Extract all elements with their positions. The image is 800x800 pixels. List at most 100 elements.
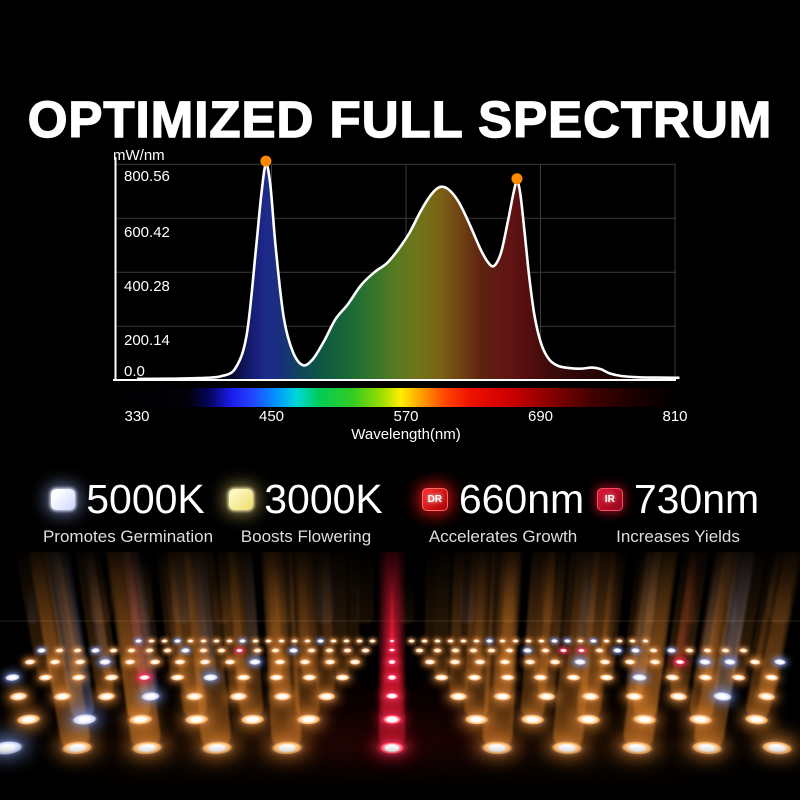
light-beam	[727, 552, 736, 624]
led-dot	[563, 639, 572, 643]
led-dot	[126, 647, 136, 653]
light-beam	[28, 582, 37, 624]
led-dot	[720, 647, 730, 653]
led-dot	[485, 639, 494, 643]
led-dot	[630, 647, 640, 653]
feature-3000k-label: Boosts Flowering	[240, 527, 372, 546]
led-dot	[433, 673, 450, 681]
feature-3000k: 3000K Boosts Flowering	[191, 478, 421, 547]
y-tick-200: 200.14	[124, 332, 170, 349]
led-dot	[448, 691, 468, 701]
led-dot	[235, 673, 252, 681]
led-dot	[316, 639, 325, 643]
led-dot	[234, 647, 244, 653]
led-dot	[473, 659, 486, 665]
led-dot	[540, 647, 550, 653]
led-dot	[537, 639, 546, 643]
feature-730nm-header: IR 730nm	[563, 478, 793, 520]
led-dot	[576, 647, 586, 653]
y-tick-0: 0.0	[124, 363, 145, 380]
bottom-fade	[0, 745, 800, 800]
led-dot	[96, 691, 116, 701]
led-dot	[498, 639, 507, 643]
led-dot	[433, 639, 442, 643]
led-dot	[162, 647, 172, 653]
led-dot	[589, 639, 598, 643]
led-dot	[738, 647, 748, 653]
led-dot	[522, 647, 532, 653]
led-dot	[239, 713, 265, 725]
y-axis-unit-label: mW/nm	[113, 147, 165, 164]
led-dot	[252, 647, 262, 653]
led-dot	[272, 691, 292, 701]
led-dot	[140, 691, 160, 701]
led-dot	[486, 647, 496, 653]
led-dot	[216, 647, 226, 653]
light-beam	[357, 552, 374, 624]
light-beam	[768, 574, 791, 624]
feature-730nm: IR 730nm Increases Yields	[563, 478, 793, 547]
led-dot	[668, 691, 688, 701]
page-title: OPTIMIZED FULL SPECTRUM	[27, 90, 773, 149]
led-dot	[519, 713, 545, 725]
light-beam	[387, 552, 397, 662]
led-dot	[198, 647, 208, 653]
feature-5000k-label: Promotes Germination	[42, 527, 214, 546]
led-dot	[573, 659, 586, 666]
led-dot	[598, 673, 615, 681]
x-tick-570: 570	[393, 408, 418, 425]
feature-730nm-label: Increases Yields	[616, 527, 740, 546]
led-dot	[414, 647, 424, 653]
led-dot	[324, 647, 334, 653]
x-tick-810: 810	[662, 408, 687, 425]
led-dot	[623, 658, 636, 666]
light-beam	[460, 567, 475, 624]
led-dot	[273, 659, 286, 665]
led-dot	[702, 647, 712, 653]
led-dot	[288, 647, 298, 653]
led-dot	[472, 639, 481, 643]
led-dot	[103, 672, 120, 682]
led-3000k-icon	[229, 488, 254, 510]
led-dot	[499, 673, 516, 681]
led-dot	[748, 658, 761, 666]
led-dot	[432, 647, 442, 653]
led-dot	[594, 647, 604, 653]
led-dot	[550, 639, 559, 643]
led-dot	[303, 639, 312, 643]
led-dot	[295, 713, 321, 725]
light-beam	[275, 569, 294, 624]
led-dot	[511, 639, 520, 643]
led-dot	[223, 659, 236, 666]
led-dot	[448, 659, 461, 665]
light-beam	[583, 576, 595, 624]
led-dot	[385, 673, 399, 681]
led-dot	[389, 639, 395, 643]
light-beam	[542, 552, 555, 624]
light-beam	[316, 558, 334, 624]
led-dot	[36, 647, 46, 653]
feature-660nm-label: Accelerates Growth	[428, 527, 578, 546]
led-730nm-ir-icon: IR	[596, 487, 623, 511]
led-dot	[301, 673, 318, 681]
led-dot	[386, 659, 398, 665]
x-tick-330: 330	[124, 408, 149, 425]
led-dot	[270, 647, 280, 653]
light-beam	[131, 560, 153, 624]
light-beam	[346, 552, 361, 663]
feature-660nm-value: 660nm	[458, 475, 585, 522]
led-dot	[225, 639, 234, 643]
led-dot	[316, 691, 336, 701]
led-dot	[342, 647, 352, 653]
led-dot	[446, 639, 455, 643]
led-660nm-dr-icon: DR	[421, 487, 448, 511]
led-dot	[180, 647, 190, 653]
light-beam	[645, 565, 656, 624]
feature-3000k-header: 3000K	[191, 478, 421, 520]
x-tick-450: 450	[259, 408, 284, 425]
light-beam	[213, 580, 233, 624]
light-beam	[501, 556, 515, 624]
led-dot	[624, 691, 644, 701]
led-dot	[504, 647, 514, 653]
feature-660nm: DR 660nm Accelerates Growth	[388, 478, 618, 547]
